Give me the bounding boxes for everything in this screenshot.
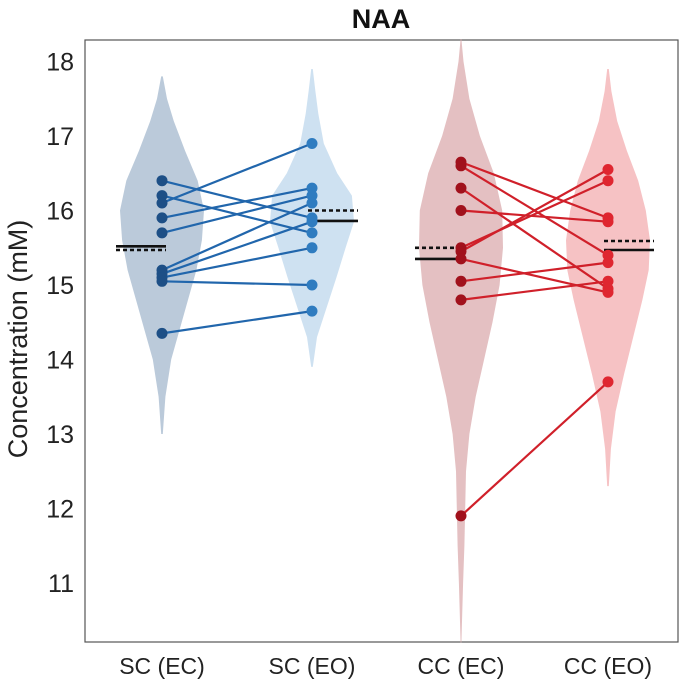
- chart-title: NAA: [352, 4, 411, 34]
- cc-pair-line-6: [460, 168, 609, 253]
- cc-eo-point-6: [602, 164, 614, 175]
- data-points: [156, 138, 614, 522]
- sc-pair-line-6: [161, 201, 313, 272]
- cc-ec-point-7: [455, 253, 467, 265]
- x-tick-label-sc-eo: SC (EO): [269, 653, 356, 679]
- sc-ec-point-5: [156, 227, 168, 239]
- sc-pair-line-7: [161, 220, 313, 275]
- y-axis-label: Concentration (mM): [3, 220, 33, 459]
- x-tick-label-sc-ec: SC (EC): [119, 653, 205, 679]
- violin-sc-ec: [120, 76, 204, 435]
- cc-pair-line-4: [460, 209, 609, 223]
- x-tick-label-cc-eo: CC (EO): [564, 653, 652, 679]
- violin-cc-ec: [419, 39, 503, 643]
- sc-ec-point-3: [156, 197, 168, 209]
- cc-eo-point-4: [602, 216, 614, 228]
- cc-ec-point-9: [455, 294, 467, 306]
- x-tick-labels: SC (EC) SC (EO) CC (EC) CC (EO): [119, 653, 652, 679]
- y-tick-label-15: 15: [46, 272, 74, 300]
- sc-eo-point-6: [306, 197, 318, 209]
- sc-eo-point-10: [306, 305, 318, 317]
- cc-pair-line-1: [460, 161, 609, 219]
- y-tick-label-14: 14: [46, 347, 74, 375]
- sc-eo-point-3: [306, 138, 318, 149]
- cc-eo-point-10: [602, 376, 614, 388]
- cc-pair-line-7: [460, 257, 609, 294]
- y-tick-label-13: 13: [46, 421, 74, 449]
- sc-ec-point-10: [156, 327, 168, 339]
- cc-eo-point-8: [602, 257, 614, 269]
- cc-eo-point-9: [602, 275, 614, 287]
- y-tick-label-17: 17: [46, 123, 74, 151]
- sc-eo-point-2: [306, 227, 318, 239]
- sc-pair-line-1: [161, 179, 313, 219]
- plot-frame: [84, 39, 679, 643]
- x-tick-label-cc-ec: CC (EC): [418, 653, 505, 679]
- cc-ec-point-2: [455, 160, 467, 172]
- cc-pair-line-8: [460, 261, 609, 283]
- y-tick-label-11: 11: [48, 570, 74, 598]
- cc-ec-point-4: [455, 205, 467, 216]
- sc-pair-line-9: [161, 280, 313, 287]
- sc-pair-line-10: [161, 310, 313, 335]
- sc-eo-point-9: [306, 279, 318, 291]
- sc-ec-point-4: [156, 212, 168, 224]
- cc-ec-point-10: [455, 510, 467, 522]
- sc-ec-point-1: [156, 175, 168, 187]
- cc-eo-point-5: [602, 175, 614, 187]
- pair-lines: [161, 142, 609, 517]
- cc-ec-point-3: [455, 182, 467, 194]
- y-tick-label-12: 12: [46, 496, 74, 524]
- sc-pair-line-8: [161, 246, 313, 279]
- y-tick-label-16: 16: [46, 198, 74, 226]
- sc-pair-line-3: [161, 142, 313, 205]
- sc-pair-line-4: [161, 187, 313, 219]
- violins: [120, 39, 650, 643]
- sc-eo-point-7: [306, 216, 318, 228]
- cc-pair-line-3: [460, 187, 609, 290]
- sc-eo-point-8: [306, 242, 318, 254]
- cc-pair-line-9: [460, 280, 609, 301]
- y-tick-labels: 11 12 13 14 15 16 17 18: [46, 49, 74, 599]
- sc-pair-line-5: [161, 194, 313, 234]
- sc-ec-point-9: [156, 275, 168, 287]
- cc-pair-line-10: [460, 381, 609, 517]
- cc-ec-point-8: [455, 275, 467, 287]
- cc-eo-point-7: [602, 286, 614, 298]
- y-tick-label-18: 18: [46, 49, 74, 77]
